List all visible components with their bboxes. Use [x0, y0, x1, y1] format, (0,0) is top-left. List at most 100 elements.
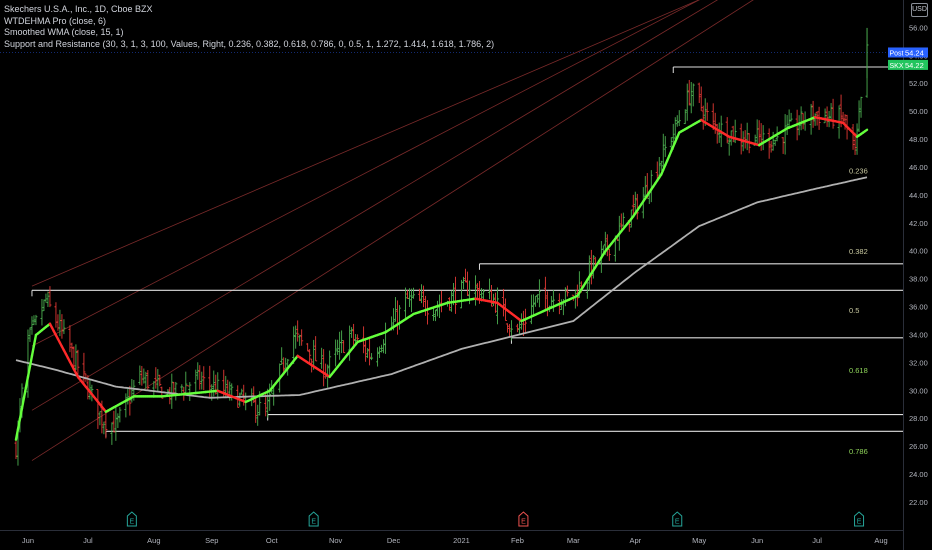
- price-tick-label: 44.00: [909, 191, 928, 200]
- ohlc-bar: [543, 276, 547, 310]
- currency-button[interactable]: USD: [911, 3, 928, 17]
- ohlc-bar: [44, 293, 48, 303]
- ohlc-bar: [408, 288, 412, 308]
- ohlc-bar: [72, 346, 76, 367]
- indicator-support-resistance[interactable]: Support and Resistance (30, 3, 1, 3, 100…: [4, 38, 495, 49]
- time-tick-label: May: [692, 536, 706, 545]
- ohlc-bar: [104, 413, 108, 439]
- wtdehma-segment: [18, 407, 24, 420]
- earnings-marker[interactable]: E: [854, 511, 865, 527]
- ohlc-bar: [142, 368, 146, 384]
- ohlc-bar: [268, 383, 272, 411]
- ohlc-bar: [517, 320, 521, 335]
- ohlc-bar: [370, 353, 374, 361]
- ohlc-bar: [851, 123, 855, 150]
- ohlc-bar: [551, 290, 555, 312]
- ohlc-bar: [116, 413, 120, 429]
- ohlc-bar: [296, 320, 300, 342]
- price-tick-label: 50.00: [909, 107, 928, 116]
- wtdehma-segment: [32, 333, 38, 347]
- wtdehma-segment: [863, 128, 869, 133]
- price-tick-label: 40.00: [909, 247, 928, 256]
- price-tick-label: 30.00: [909, 386, 928, 395]
- ohlc-bar: [545, 291, 549, 317]
- ohlc-bar: [208, 365, 212, 399]
- ohlc-bar: [533, 295, 537, 307]
- ohlc-bar: [705, 102, 709, 121]
- earnings-marker[interactable]: E: [308, 511, 319, 527]
- ohlc-bar: [352, 323, 356, 350]
- price-tick-label: 32.00: [909, 358, 928, 367]
- ohlc-bar: [144, 371, 148, 389]
- price-tick-label: 42.00: [909, 219, 928, 228]
- ohlc-bar: [280, 347, 284, 365]
- ohlc-bar: [348, 325, 352, 361]
- ohlc-bar: [761, 125, 765, 151]
- ohlc-bar: [463, 268, 467, 283]
- price-badge-value: 54.22: [905, 61, 924, 70]
- price-tick-label: 48.00: [909, 135, 928, 144]
- earnings-marker[interactable]: E: [518, 511, 529, 527]
- ohlc-bar: [811, 100, 815, 128]
- ohlc-bar: [300, 329, 304, 346]
- earnings-marker[interactable]: E: [126, 511, 137, 527]
- ohlc-bar: [202, 366, 206, 391]
- ohlc-bar: [829, 103, 833, 121]
- ohlc-bar: [340, 330, 344, 354]
- ohlc-bar: [501, 288, 505, 317]
- ohlc-bar: [432, 306, 436, 321]
- ohlc-bar: [124, 393, 128, 418]
- ohlc-bar: [857, 100, 861, 133]
- ohlc-bar: [68, 325, 72, 353]
- price-badge-name: SKX: [890, 63, 904, 70]
- time-tick-label: Jul: [83, 536, 93, 545]
- ohlc-bar: [767, 128, 771, 159]
- fib-label: 0.786: [849, 447, 868, 456]
- wtdehma-segment: [26, 365, 32, 379]
- ohlc-bar: [184, 371, 188, 394]
- indicator-smoothed-wma[interactable]: Smoothed WMA (close, 15, 1): [4, 27, 124, 38]
- ohlc-bar: [46, 291, 50, 307]
- ohlc-bar: [783, 114, 787, 155]
- time-tick-label: Jun: [22, 536, 34, 545]
- ohlc-bar: [30, 316, 34, 335]
- earnings-marker-label: E: [521, 519, 526, 526]
- ohlc-bar: [675, 115, 679, 127]
- indicator-wtdehma[interactable]: WTDEHMA Pro (close, 6): [4, 15, 107, 26]
- ohlc-bar: [633, 191, 637, 213]
- ohlc-bar: [831, 98, 835, 129]
- ohlc-bar: [146, 370, 150, 391]
- ohlc-bar: [328, 350, 332, 378]
- fib-label: 0.5: [849, 306, 859, 315]
- ohlc-bar: [559, 299, 563, 310]
- ohlc-bar: [515, 323, 519, 333]
- ohlc-bar: [188, 382, 192, 402]
- ohlc-bar: [725, 117, 729, 144]
- ohlc-bar: [448, 297, 452, 311]
- earnings-marker[interactable]: E: [672, 511, 683, 527]
- ohlc-bar: [491, 293, 495, 307]
- ohlc-bar: [356, 334, 360, 342]
- ohlc-bar: [631, 194, 635, 217]
- fib-label: 0.618: [849, 366, 868, 375]
- ohlc-bar: [475, 283, 479, 300]
- ohlc-bar: [587, 255, 591, 291]
- ohlc-bar: [621, 212, 625, 227]
- ohlc-bar: [196, 362, 200, 380]
- channel-line: [31, 0, 718, 411]
- earnings-marker-label: E: [675, 519, 680, 526]
- ohlc-bar: [194, 369, 198, 394]
- ohlc-bar: [366, 348, 370, 359]
- channel-line: [31, 0, 754, 461]
- ohlc-bar: [420, 284, 424, 304]
- ohlc-bar: [60, 314, 64, 339]
- time-tick-label: Oct: [266, 536, 279, 545]
- ohlc-bar: [691, 83, 695, 107]
- time-tick-label: Jul: [812, 536, 822, 545]
- ohlc-bar: [376, 347, 380, 367]
- ohlc-bar: [314, 336, 318, 362]
- ohlc-bar: [711, 103, 715, 131]
- wtdehma-segment: [24, 375, 30, 389]
- ohlc-bar: [565, 285, 569, 297]
